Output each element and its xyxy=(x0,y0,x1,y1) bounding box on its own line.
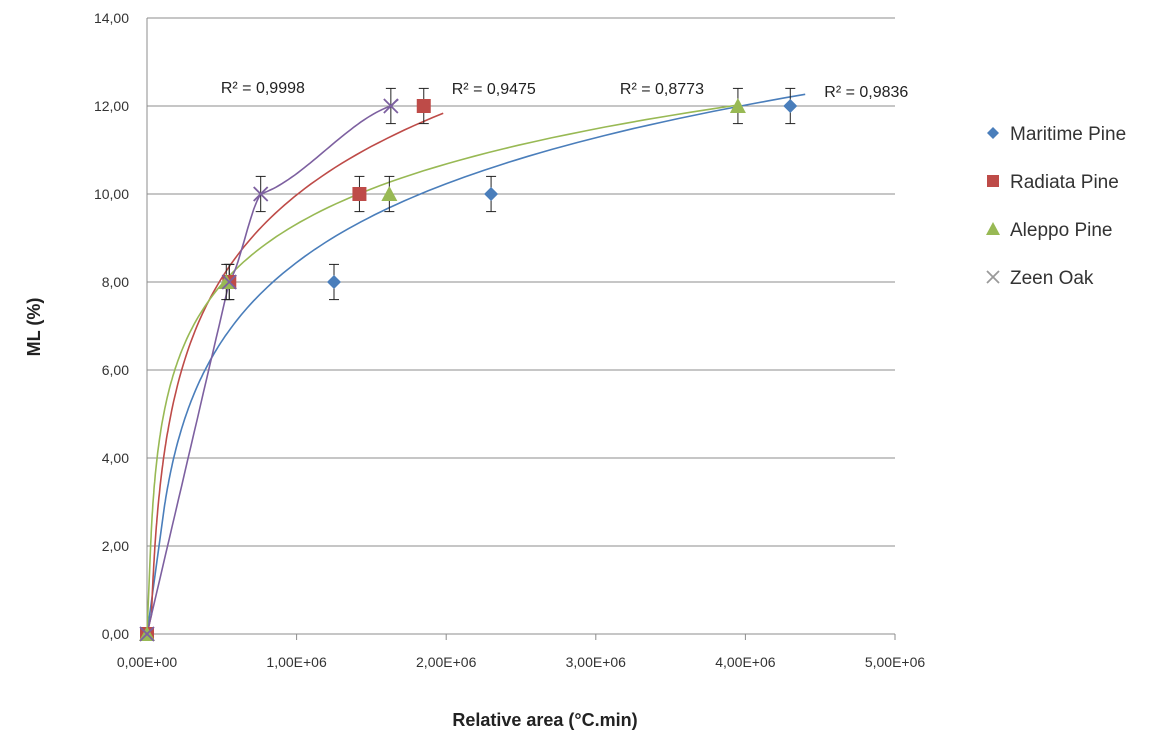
legend-label: Maritime Pine xyxy=(1010,124,1126,145)
data-point-maritime-pine xyxy=(484,187,499,201)
legend-label: Zeen Oak xyxy=(1010,268,1094,289)
data-point-maritime-pine xyxy=(327,275,341,289)
legend-item: Zeen Oak xyxy=(986,268,1094,289)
x-tick-label: 0,00E+00 xyxy=(117,654,178,670)
r2-label: R² = 0,8773 xyxy=(620,81,704,98)
data-point-maritime-pine xyxy=(783,99,798,113)
x-marker-stroke xyxy=(383,98,399,114)
axes xyxy=(146,18,896,640)
r2-labels: R² = 0,9836 R² = 0,9475 R² = 0,8773 R² = 0,… xyxy=(221,80,909,101)
legend-item: Maritime Pine xyxy=(987,124,1126,145)
y-tick-label: 10,00 xyxy=(94,186,129,202)
y-tick-labels: 0,00 2,00 4,00 6,00 8,00 10,00 12,00 14,00 xyxy=(94,10,129,642)
data-point-zeen-oak xyxy=(139,626,155,642)
trendline-aleppo-pine xyxy=(146,104,739,635)
trendlines xyxy=(146,93,806,635)
r2-label: R² = 0,9998 xyxy=(221,80,305,97)
data-points xyxy=(139,98,798,642)
legend-marker xyxy=(987,175,999,187)
x-tick-label: 1,00E+06 xyxy=(266,654,327,670)
y-tick-label: 2,00 xyxy=(102,538,129,554)
r2-label: R² = 0,9836 xyxy=(824,84,908,101)
y-tick-label: 8,00 xyxy=(102,274,129,290)
y-tick-label: 4,00 xyxy=(102,450,129,466)
y-tick-label: 0,00 xyxy=(102,626,129,642)
legend-marker xyxy=(986,270,1000,284)
y-tick-label: 6,00 xyxy=(102,362,129,378)
x-tick-label: 5,00E+06 xyxy=(865,654,926,670)
x-marker-stroke xyxy=(139,626,155,642)
data-point-aleppo-pine xyxy=(218,274,235,289)
x-marker-stroke xyxy=(986,270,1000,284)
legend-item: Radiata Pine xyxy=(987,172,1119,193)
data-point-aleppo-pine xyxy=(381,186,398,201)
x-axis-title: Relative area (°C.min) xyxy=(452,710,637,730)
data-point-zeen-oak xyxy=(221,274,237,290)
legend-label: Aleppo Pine xyxy=(1010,220,1112,241)
data-point-radiata-pine xyxy=(352,187,367,201)
x-marker-stroke xyxy=(221,274,237,290)
trendline-maritime-pine xyxy=(146,93,806,635)
data-point-zeen-oak xyxy=(383,98,399,114)
r2-label: R² = 0,9475 xyxy=(452,81,536,98)
x-tick-label: 3,00E+06 xyxy=(566,654,627,670)
x-tick-label: 2,00E+06 xyxy=(416,654,477,670)
legend-item: Aleppo Pine xyxy=(986,220,1112,241)
grid-lines xyxy=(147,17,895,547)
data-point-aleppo-pine xyxy=(729,98,746,113)
legend: Maritime Pine Radiata Pine Aleppo Pine Zeen… xyxy=(986,124,1126,289)
legend-marker xyxy=(986,222,1000,235)
trendline-radiata-pine xyxy=(146,112,444,635)
data-point-radiata-pine xyxy=(416,99,431,113)
x-marker-stroke xyxy=(253,186,269,202)
x-tick-labels: 0,00E+00 1,00E+06 2,00E+06 3,00E+06 4,00E+06… xyxy=(117,654,926,670)
y-axis-title: ML (%) xyxy=(24,298,44,357)
legend-marker xyxy=(987,127,999,139)
legend-label: Radiata Pine xyxy=(1010,172,1119,193)
y-tick-label: 14,00 xyxy=(94,10,129,26)
x-tick-label: 4,00E+06 xyxy=(715,654,776,670)
trendline-zeen-oak xyxy=(146,98,399,635)
data-point-zeen-oak xyxy=(253,186,269,202)
y-tick-label: 12,00 xyxy=(94,98,129,114)
